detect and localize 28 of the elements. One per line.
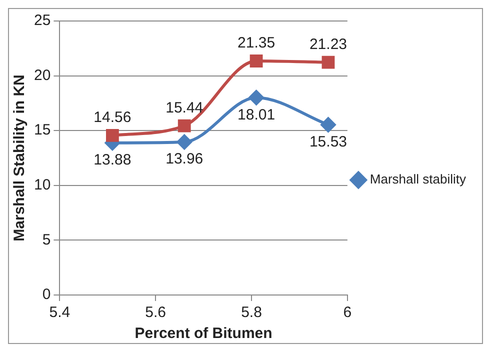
y-tick-label: 10: [34, 176, 51, 194]
x-tick-label: 5.6: [145, 304, 166, 322]
point: [178, 119, 191, 132]
y-tick-label: 5: [42, 231, 51, 248]
y-tick-label: 20: [34, 66, 51, 84]
data-label: 13.96: [166, 150, 204, 168]
data-label: 21.35: [238, 34, 276, 52]
x-tick-label: 6: [343, 304, 352, 322]
data-label: 18.01: [238, 106, 276, 124]
x-axis-title: Percent of Bitumen: [134, 325, 272, 342]
data-label: 15.44: [166, 99, 204, 116]
data-label: 15.53: [309, 133, 348, 150]
y-axis-title: Marshall Stability in KN: [11, 74, 28, 242]
point: [106, 128, 119, 142]
y-tick-label: 0: [42, 286, 51, 304]
point: [320, 117, 336, 132]
y-tick-label: 15: [34, 122, 51, 139]
legend-label: Marshall stability: [370, 172, 466, 187]
y-tick-label: 25: [34, 12, 51, 30]
point: [322, 56, 335, 69]
data-label: 13.88: [94, 152, 132, 169]
point: [248, 90, 264, 106]
x-tick-label: 5.8: [241, 304, 262, 322]
x-tick-label: 5.4: [49, 304, 70, 322]
point: [250, 54, 263, 68]
data-label: 21.23: [309, 36, 348, 53]
point: [176, 134, 192, 150]
data-label: 14.56: [94, 109, 132, 126]
